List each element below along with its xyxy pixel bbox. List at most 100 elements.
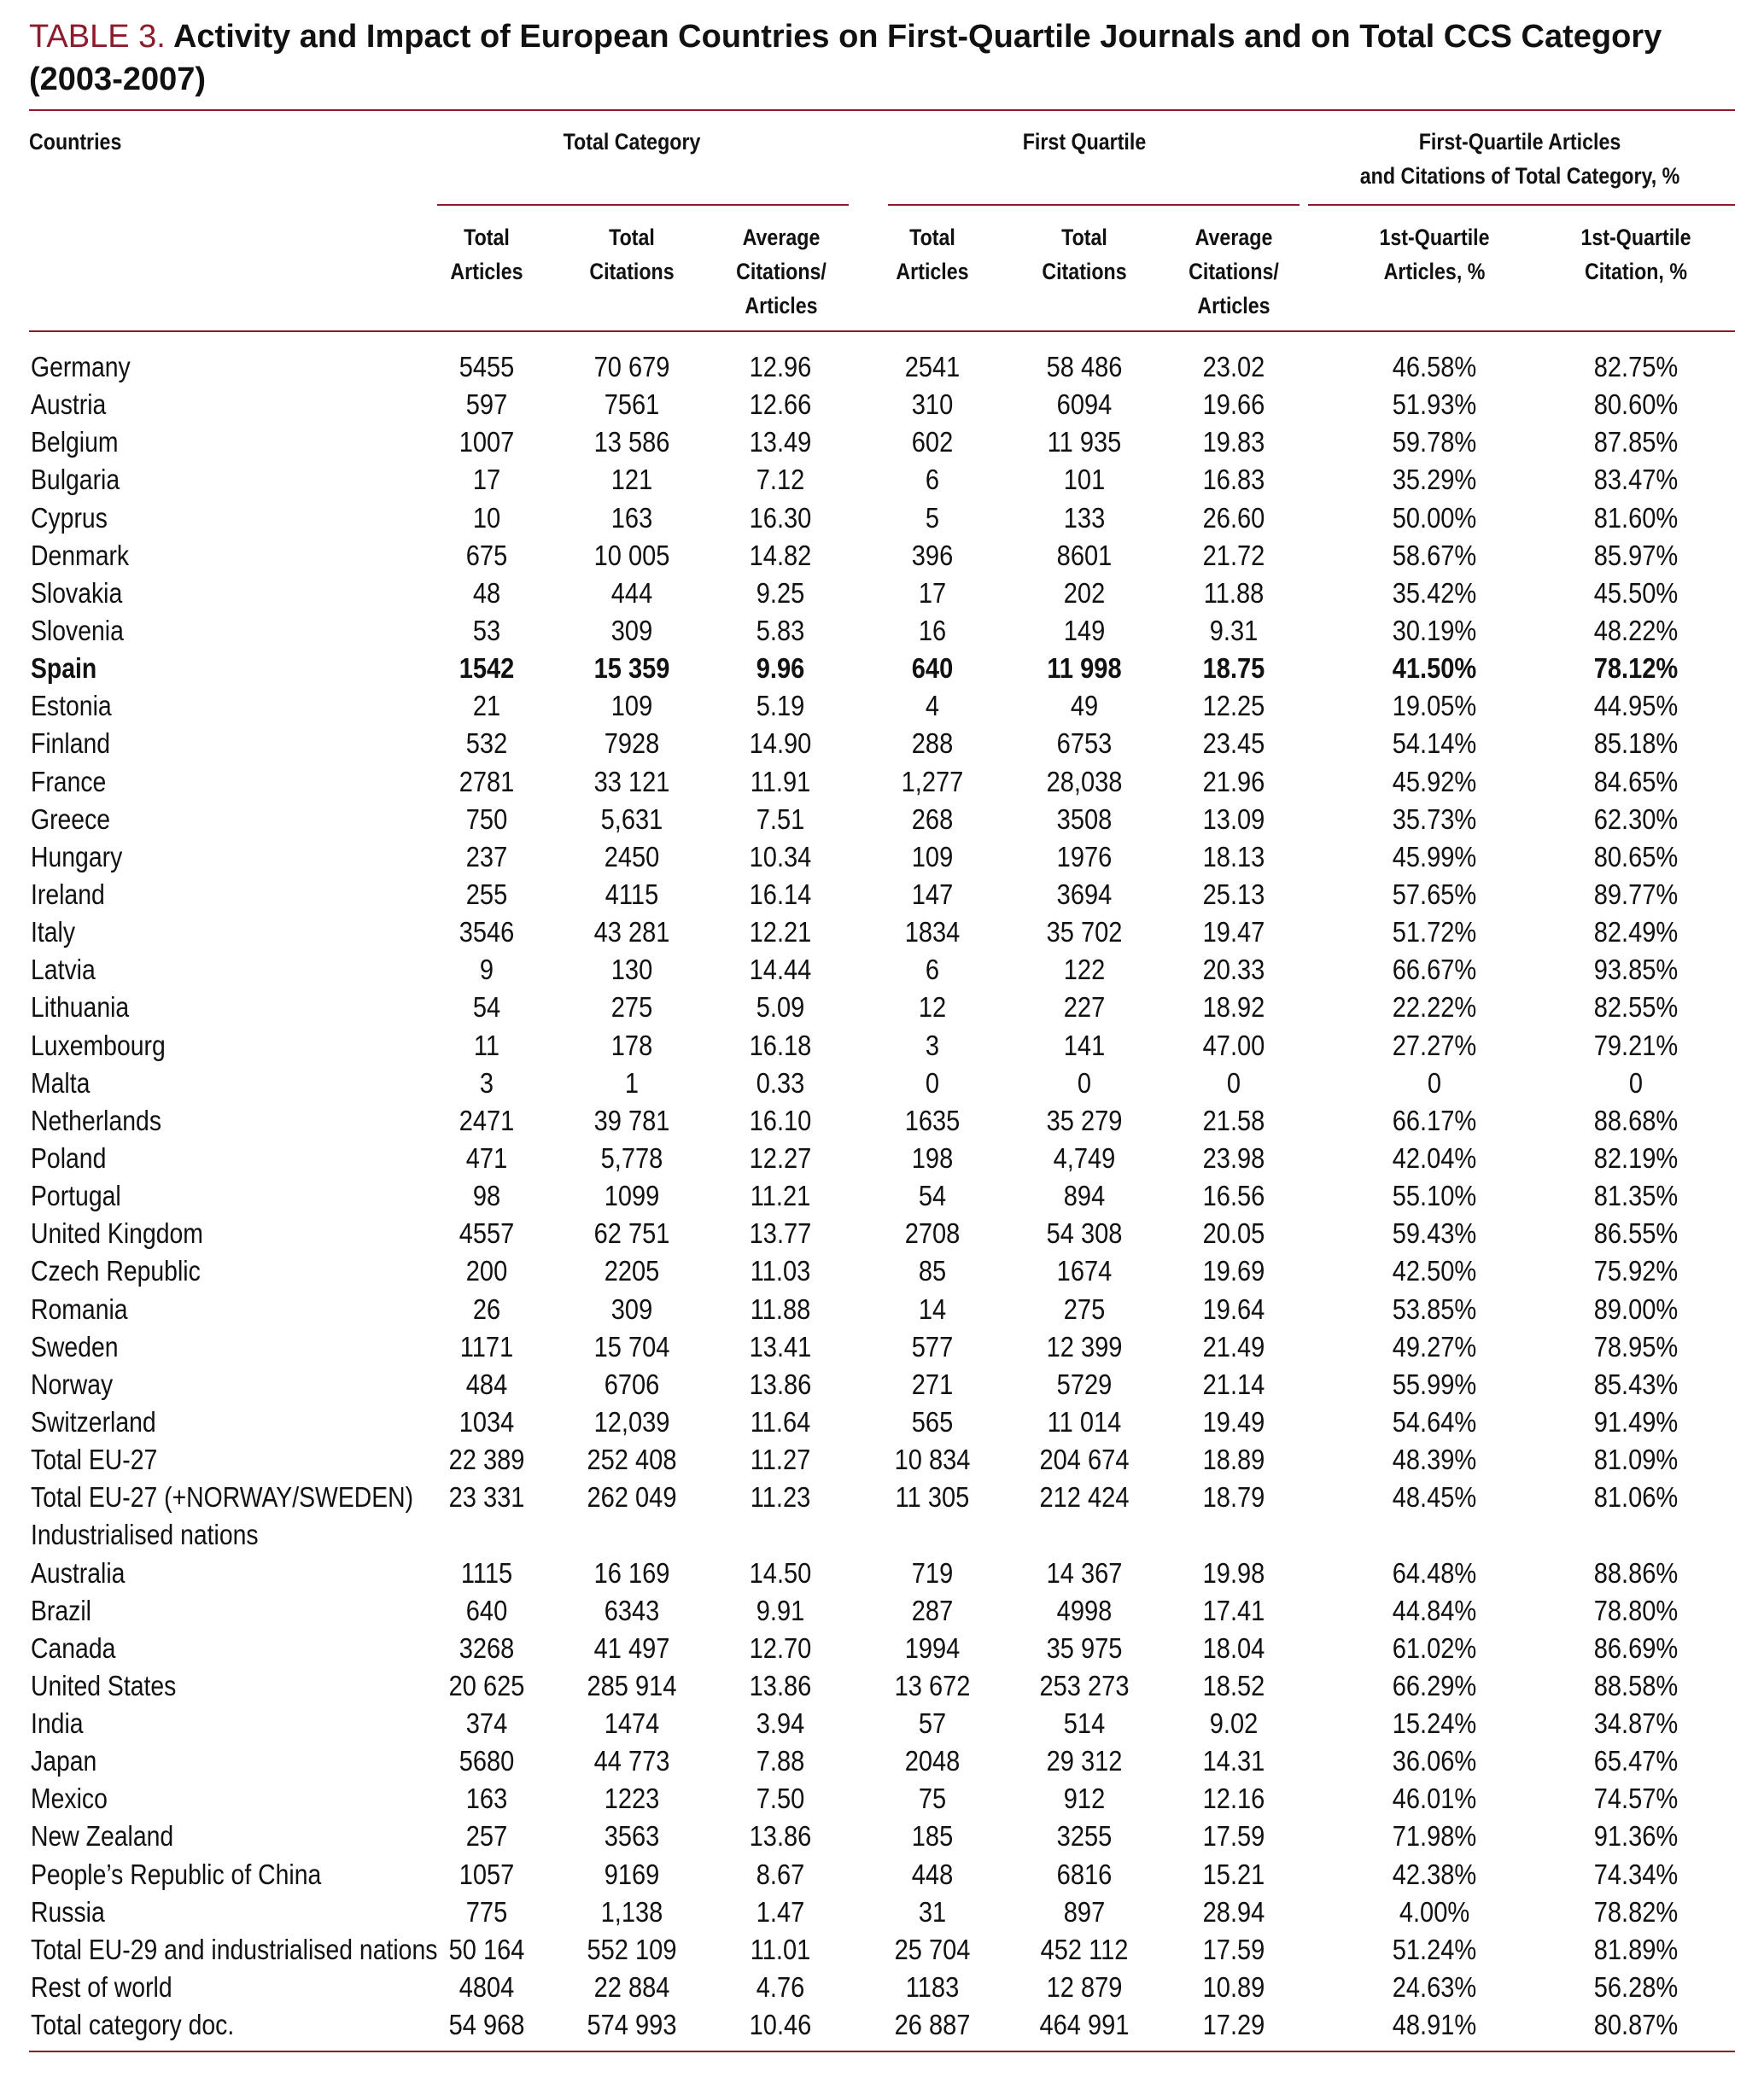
row-cell: 602 [911,426,954,458]
col-header-q1-total-articles: Total Articles [896,225,969,284]
row-cell: 12,039 [593,1405,670,1438]
row-cell: 18.89 [1202,1444,1265,1476]
row-cell: 1994 [904,1631,961,1664]
row-cell: 8.67 [756,1858,805,1890]
row-country-name: Slovakia [31,576,123,609]
row-cell: 19.05% [1392,690,1477,722]
table-row: Cyprus 10 163 16.30 5 133 26.60 50.00% 81.60% [0,499,1764,537]
row-country-name: Slovenia [31,614,124,646]
row-country-name: Japan [31,1745,97,1777]
row-cell: 13.77 [749,1217,812,1250]
row-cell: 35.73% [1392,802,1477,835]
row-cell: 1034 [459,1405,515,1438]
header-group-total-category: Total Category [563,129,701,155]
row-cell: 9.91 [756,1594,805,1626]
row-cell: 86.55% [1593,1217,1679,1250]
row-country-name: Denmark [31,539,130,571]
row-cell: 15 704 [593,1330,670,1363]
row-cell: 252 408 [587,1444,677,1476]
top-rule [29,109,1735,111]
row-cell: 12.70 [749,1631,812,1664]
row-cell: 12 [918,991,947,1024]
table-row: Estonia 21 109 5.19 4 49 12.25 19.05% 44.95% [0,687,1764,725]
row-cell: 2048 [904,1745,961,1777]
row-cell: 14 367 [1046,1556,1123,1589]
row-cell: 719 [911,1556,954,1589]
row-cell: 53 [472,614,501,646]
row-cell: 87.85% [1593,426,1679,458]
row-cell: 109 [911,840,954,872]
row-cell: 10 [472,501,501,534]
row-cell: 17 [918,576,947,609]
row-cell: 11 014 [1047,1405,1122,1438]
row-cell: 35 975 [1046,1631,1123,1664]
table-caption: TABLE 3. Activity and Impact of European… [29,15,1728,101]
row-country-name: Norway [31,1368,114,1400]
row-cell: 452 112 [1040,1933,1129,1965]
row-cell: 43 281 [593,916,670,948]
row-cell: 11.27 [750,1444,811,1476]
row-cell: 25 704 [894,1933,971,1965]
percent-rule [1308,204,1735,206]
table-row: Romania 26 309 11.88 14 275 19.64 53.85% 89.00% [0,1291,1764,1328]
row-cell: 185 [911,1820,954,1853]
row-cell: 54 968 [448,2009,525,2041]
row-cell: 88.86% [1593,1556,1679,1589]
row-cell: 45.92% [1392,765,1477,797]
row-country-name: Canada [31,1631,116,1664]
row-cell: 577 [911,1330,954,1363]
table-row: Spain 1542 15 359 9.96 640 11 998 18.75 41.50% 7… [0,650,1764,687]
row-cell: 122 [1063,954,1106,986]
row-cell: 19.83 [1202,426,1265,458]
row-cell: 237 [465,840,508,872]
row-country-name: Poland [31,1141,107,1174]
row-cell: 1834 [904,916,961,948]
row-cell: 4804 [459,1971,515,2004]
row-cell: 16 [918,614,947,646]
row-cell: 310 [911,388,954,421]
row-cell: 26 [472,1293,501,1325]
row-country-name: Italy [31,916,76,948]
row-cell: 66.17% [1392,1104,1477,1136]
row-cell: 1115 [460,1556,513,1589]
row-cell: 44.95% [1593,690,1679,722]
row-cell: 10.46 [749,2009,812,2041]
table-row: Luxembourg 11 178 16.18 3 141 47.00 27.27% 79.21… [0,1027,1764,1065]
table-number: TABLE 3. [29,19,166,55]
row-cell: 275 [610,991,653,1024]
row-cell: 57.65% [1392,878,1477,910]
row-cell: 19.69 [1202,1255,1265,1287]
row-cell: 16.14 [749,878,812,910]
row-cell: 11.64 [750,1405,811,1438]
row-cell: 6343 [604,1594,660,1626]
row-cell: 147 [911,878,954,910]
row-cell: 13.09 [1202,802,1265,835]
table-row: Malta 3 1 0.33 0 0 0 0 0 [0,1065,1764,1102]
row-cell: 44.84% [1392,1594,1477,1626]
row-cell: 33 121 [593,765,670,797]
row-cell: 17.59 [1202,1933,1265,1965]
row-cell: 17.29 [1202,2009,1265,2041]
row-cell: 89.00% [1593,1293,1679,1325]
row-cell: 57 [918,1707,947,1740]
table-row: Total EU-27 (+NORWAY/SWEDEN) 23 331 262 04… [0,1479,1764,1516]
row-cell: 45.99% [1392,840,1477,872]
row-country-name: Mexico [31,1783,108,1815]
row-country-name: Russia [31,1895,105,1928]
row-cell: 268 [911,802,954,835]
row-cell: 71.98% [1392,1820,1477,1853]
table-row: France 2781 33 121 11.91 1,277 28,038 21.96 45.… [0,763,1764,801]
row-cell: 11.21 [750,1180,811,1212]
row-country-name: Total EU-27 (+NORWAY/SWEDEN) [31,1481,414,1514]
table-row: Czech Republic 200 2205 11.03 85 1674 19.69 42.… [0,1252,1764,1290]
row-cell: 894 [1063,1180,1106,1212]
col-header-total-articles: Total Articles [450,225,523,284]
row-cell: 0.33 [756,1066,805,1099]
table-row: Brazil 640 6343 9.91 287 4998 17.41 44.84% 78.80… [0,1592,1764,1630]
table-row: Finland 532 7928 14.90 288 6753 23.45 54.14% 85.… [0,725,1764,762]
row-cell: 26 887 [894,2009,971,2041]
row-cell: 7928 [604,727,660,760]
row-cell: 775 [465,1895,508,1928]
row-cell: 19.66 [1202,388,1265,421]
table-row: Slovenia 53 309 5.83 16 149 9.31 30.19% 48.22% [0,612,1764,650]
